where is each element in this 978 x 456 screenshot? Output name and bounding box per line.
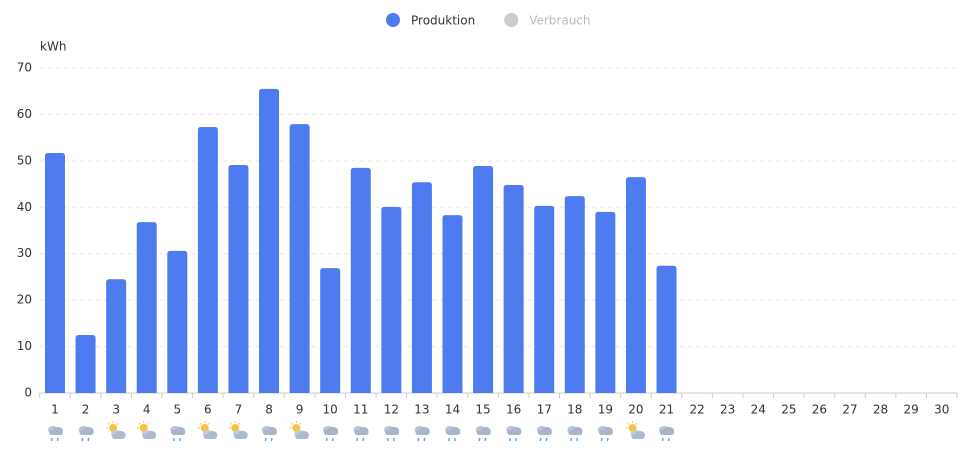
x-tick-label: 6 <box>204 403 212 417</box>
legend-label: Produktion <box>411 14 475 28</box>
bar <box>411 182 432 393</box>
bar <box>564 196 585 393</box>
x-tick-label: 4 <box>143 403 151 417</box>
x-tick-label: 23 <box>720 403 735 417</box>
y-tick-label: 60 <box>17 107 32 121</box>
x-tick-label: 20 <box>628 403 643 417</box>
bar <box>259 88 280 394</box>
y-tick-label: 10 <box>17 339 32 353</box>
y-tick-label: 40 <box>17 200 32 214</box>
bar <box>534 205 555 393</box>
bar <box>228 165 249 393</box>
bar <box>595 211 616 393</box>
x-tick-label: 11 <box>353 403 368 417</box>
weather-icons <box>47 421 675 442</box>
bar <box>625 177 646 393</box>
y-tick-label: 70 <box>17 61 32 75</box>
x-tick-label: 7 <box>235 403 243 417</box>
x-tick-label: 25 <box>781 403 796 417</box>
x-tick-label: 1 <box>51 403 59 417</box>
bar <box>44 152 65 393</box>
x-tick-label: 9 <box>296 403 304 417</box>
x-tick-label: 13 <box>414 403 429 417</box>
y-tick-label: 0 <box>24 386 32 400</box>
x-tick-label: 26 <box>812 403 827 417</box>
x-tick-label: 12 <box>384 403 399 417</box>
x-tick-label: 30 <box>934 403 949 417</box>
x-tick-label: 18 <box>567 403 582 417</box>
bar <box>503 185 524 393</box>
bar <box>381 206 402 393</box>
y-tick-label: 30 <box>17 246 32 260</box>
y-axis-label: kWh <box>40 40 66 54</box>
legend-marker <box>504 13 519 27</box>
bar <box>289 124 310 393</box>
bar <box>442 215 463 393</box>
bar <box>197 126 218 393</box>
x-tick-label: 24 <box>751 403 766 417</box>
bar <box>350 167 371 393</box>
x-tick-label: 16 <box>506 403 521 417</box>
x-tick-label: 19 <box>598 403 613 417</box>
bar <box>656 265 677 393</box>
legend-marker <box>386 13 400 27</box>
x-tick-label: 22 <box>689 403 704 417</box>
x-tick-label: 28 <box>873 403 888 417</box>
bar <box>167 250 188 393</box>
x-tick-label: 27 <box>842 403 857 417</box>
x-tick-label: 5 <box>173 403 181 417</box>
legend-label: Verbrauch <box>529 14 590 28</box>
x-tick-label: 17 <box>537 403 552 417</box>
x-tick-label: 2 <box>82 403 90 417</box>
x-tick-label: 21 <box>659 403 674 417</box>
x-tick-label: 8 <box>265 403 273 417</box>
bar <box>136 222 157 393</box>
bar <box>75 334 96 393</box>
x-tick-label: 15 <box>475 403 490 417</box>
bar <box>473 165 494 393</box>
bar <box>320 268 341 393</box>
y-tick-label: 20 <box>17 293 32 307</box>
y-tick-label: 50 <box>17 153 32 167</box>
x-tick-label: 14 <box>445 403 460 417</box>
bar <box>106 279 127 393</box>
x-tick-label: 10 <box>323 403 338 417</box>
x-tick-label: 3 <box>112 403 120 417</box>
x-tick-label: 29 <box>903 403 918 417</box>
